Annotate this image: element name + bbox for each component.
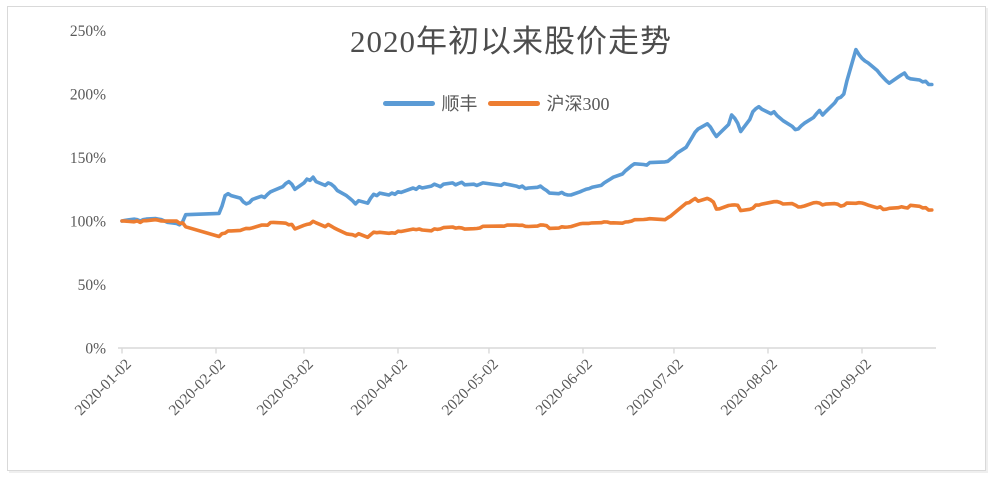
x-axis-label: 2020-04-02 xyxy=(348,356,411,419)
y-axis-label: 50% xyxy=(78,277,107,294)
legend-label-hushen300: 沪深300 xyxy=(546,94,610,114)
legend: 顺丰 沪深300 xyxy=(0,90,992,116)
legend-item-hushen300: 沪深300 xyxy=(487,90,610,116)
y-axis-label: 250% xyxy=(70,23,106,40)
chart-title: 2020年初以来股价走势 xyxy=(350,24,672,59)
x-axis-label: 2020-02-02 xyxy=(166,356,229,419)
chart-border xyxy=(7,6,986,471)
legend-swatch-hushen300-icon xyxy=(487,100,540,106)
legend-item-shunfeng: 顺丰 xyxy=(382,90,478,116)
y-axis-label: 150% xyxy=(70,150,106,167)
x-axis-label: 2020-01-02 xyxy=(72,356,135,419)
series-line-shunfeng xyxy=(120,47,934,227)
x-axis-label: 2020-03-02 xyxy=(254,356,317,419)
series-line-hushen300 xyxy=(120,196,934,240)
y-axis-label: 200% xyxy=(70,87,106,104)
x-axis-label: 2020-09-02 xyxy=(812,356,875,419)
x-axis-label: 2020-08-02 xyxy=(718,356,781,419)
y-axis-label: 0% xyxy=(85,341,106,358)
x-axis-label: 2020-06-02 xyxy=(533,356,596,419)
y-axis-label: 100% xyxy=(70,214,106,231)
legend-swatch-shunfeng-icon xyxy=(382,100,435,106)
x-axis-label: 2020-07-02 xyxy=(624,356,687,419)
x-axis-label: 2020-05-02 xyxy=(439,356,502,419)
legend-label-shunfeng: 顺丰 xyxy=(441,94,478,114)
